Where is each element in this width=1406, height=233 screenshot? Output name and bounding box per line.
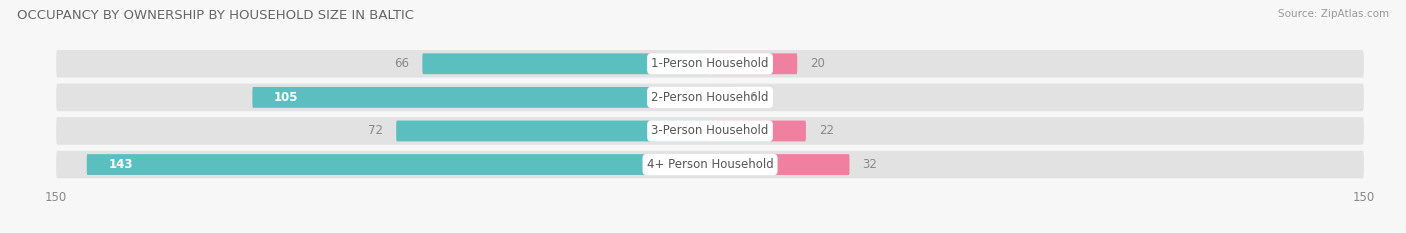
Text: Source: ZipAtlas.com: Source: ZipAtlas.com bbox=[1278, 9, 1389, 19]
FancyBboxPatch shape bbox=[87, 154, 710, 175]
Text: OCCUPANCY BY OWNERSHIP BY HOUSEHOLD SIZE IN BALTIC: OCCUPANCY BY OWNERSHIP BY HOUSEHOLD SIZE… bbox=[17, 9, 413, 22]
FancyBboxPatch shape bbox=[710, 53, 797, 74]
FancyBboxPatch shape bbox=[710, 154, 849, 175]
Text: 66: 66 bbox=[394, 57, 409, 70]
FancyBboxPatch shape bbox=[252, 87, 710, 108]
Text: 22: 22 bbox=[818, 124, 834, 137]
Text: 20: 20 bbox=[810, 57, 825, 70]
FancyBboxPatch shape bbox=[56, 84, 1364, 111]
Text: 105: 105 bbox=[274, 91, 298, 104]
FancyBboxPatch shape bbox=[56, 50, 1364, 78]
Text: 143: 143 bbox=[108, 158, 134, 171]
Text: 32: 32 bbox=[862, 158, 877, 171]
Text: 6: 6 bbox=[749, 91, 756, 104]
Text: 1-Person Household: 1-Person Household bbox=[651, 57, 769, 70]
FancyBboxPatch shape bbox=[56, 117, 1364, 145]
Text: 3-Person Household: 3-Person Household bbox=[651, 124, 769, 137]
FancyBboxPatch shape bbox=[422, 53, 710, 74]
Text: 72: 72 bbox=[368, 124, 382, 137]
FancyBboxPatch shape bbox=[710, 87, 737, 108]
FancyBboxPatch shape bbox=[56, 151, 1364, 178]
Text: 4+ Person Household: 4+ Person Household bbox=[647, 158, 773, 171]
FancyBboxPatch shape bbox=[710, 120, 806, 141]
FancyBboxPatch shape bbox=[396, 120, 710, 141]
Text: 2-Person Household: 2-Person Household bbox=[651, 91, 769, 104]
